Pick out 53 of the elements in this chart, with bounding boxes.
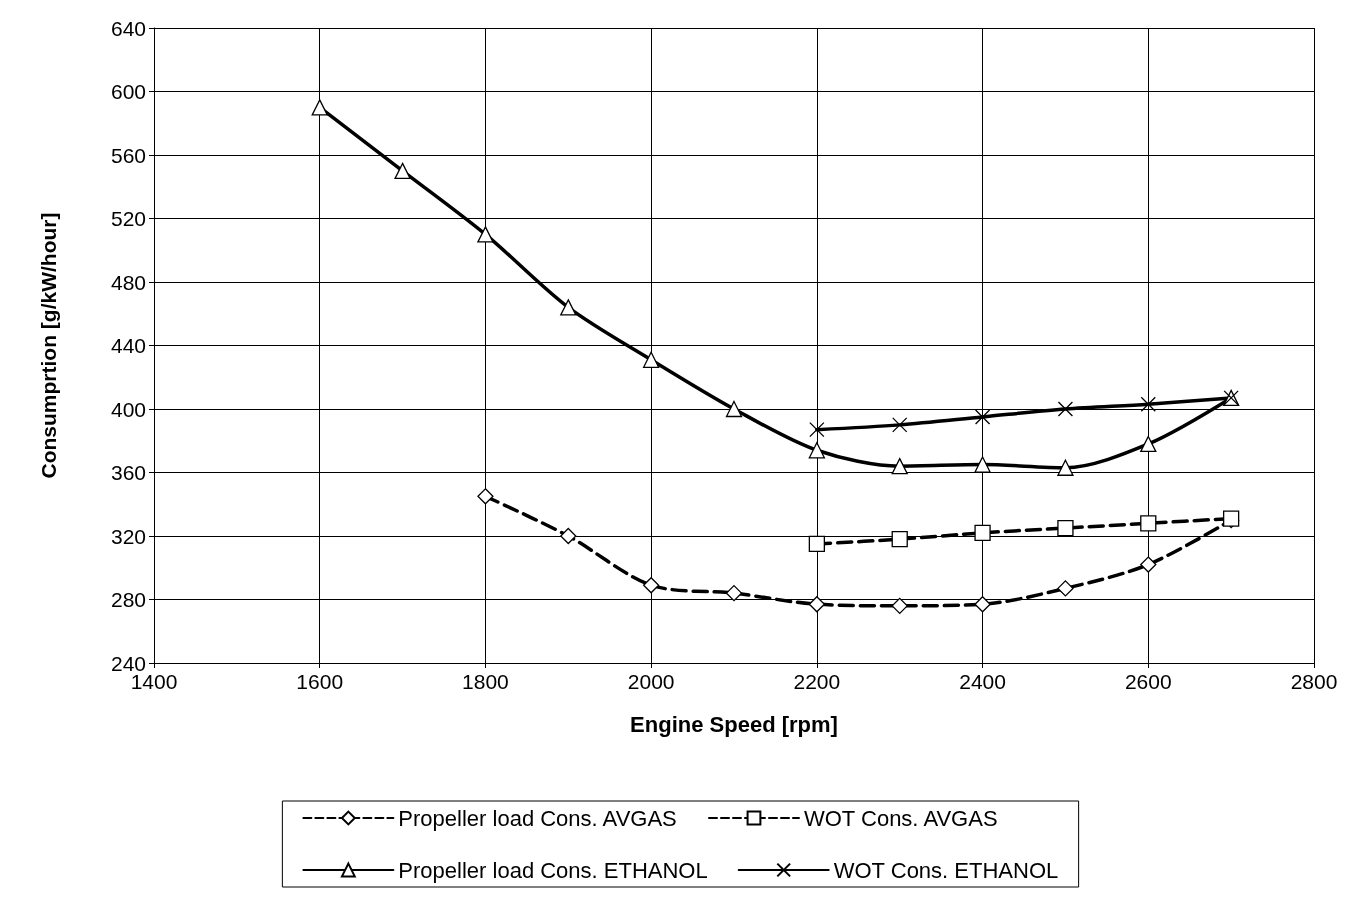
point <box>974 596 991 613</box>
x-tick-label: 2400 <box>959 670 1006 693</box>
point <box>808 535 826 553</box>
y-tick-label: 560 <box>110 143 146 167</box>
point <box>891 531 908 548</box>
point <box>1140 556 1157 573</box>
point <box>1057 401 1074 417</box>
point <box>1057 459 1074 476</box>
y-tick-label: 600 <box>110 80 146 103</box>
x-axis-title: Engine Speed [rpm] <box>630 711 838 737</box>
point <box>1140 515 1157 532</box>
y-tick-label: 480 <box>110 270 146 294</box>
legend-label: Propeller load Cons. AVGAS <box>398 805 677 831</box>
point <box>891 597 908 614</box>
y-tick-label: 640 <box>110 16 146 40</box>
point <box>809 421 825 438</box>
point <box>725 585 743 602</box>
y-tick-label: 280 <box>110 588 146 611</box>
point <box>477 226 494 243</box>
legend-label: WOT Cons. AVGAS <box>803 805 998 831</box>
point <box>477 488 494 505</box>
point <box>891 458 908 475</box>
point <box>725 400 743 418</box>
x-tick-label: 2200 <box>793 670 841 693</box>
point <box>808 442 826 459</box>
x-tick-label: 2000 <box>627 670 675 693</box>
point <box>394 162 411 180</box>
point <box>560 299 577 316</box>
legend-label: Propeller load Cons. ETHANOL <box>398 857 708 883</box>
point <box>974 456 991 473</box>
y-tick-label: 440 <box>110 334 146 357</box>
point <box>1140 435 1157 453</box>
point <box>642 577 660 594</box>
point <box>892 417 908 433</box>
x-tick-label: 1800 <box>462 670 509 693</box>
y-tick-label: 400 <box>110 397 146 421</box>
y-tick-label: 320 <box>110 524 146 548</box>
point <box>974 409 991 425</box>
point <box>1057 519 1074 537</box>
x-tick-label: 1600 <box>296 670 344 693</box>
point <box>1140 396 1156 412</box>
x-tick-label: 2800 <box>1290 670 1338 693</box>
point <box>1057 580 1074 597</box>
y-tick-label: 520 <box>110 207 146 230</box>
point <box>642 351 660 368</box>
point <box>974 524 991 541</box>
y-tick-label: 360 <box>110 461 146 484</box>
point <box>560 527 577 545</box>
x-tick-label: 2600 <box>1124 670 1172 693</box>
point <box>808 596 826 613</box>
point <box>311 99 328 116</box>
legend-label: WOT Cons. ETHANOL <box>833 857 1059 883</box>
y-axis-title: Consumprtion [g/kW/hour] <box>37 212 60 479</box>
